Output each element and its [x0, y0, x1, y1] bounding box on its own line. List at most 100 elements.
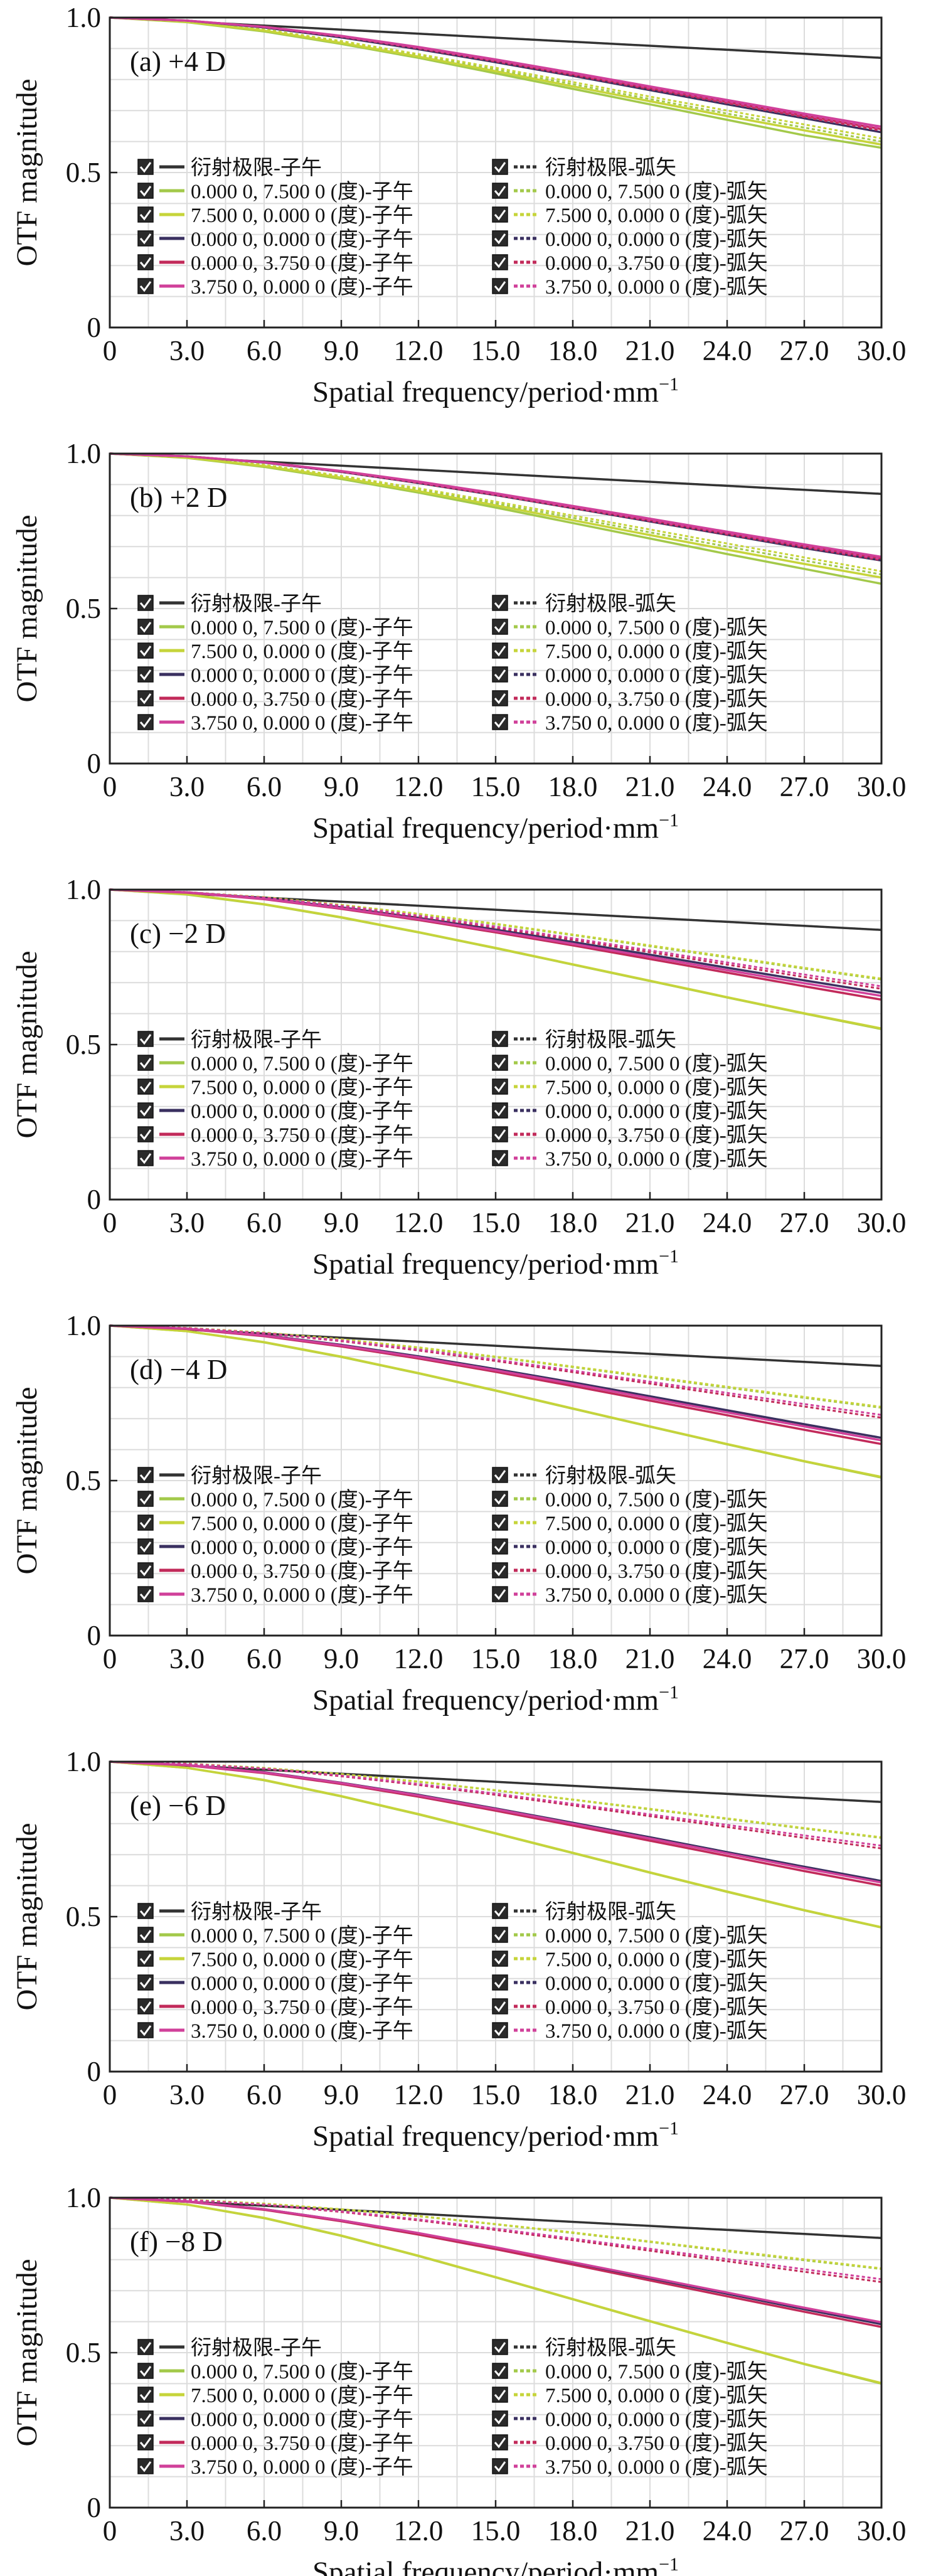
legend-item[interactable]: 0.000 0, 7.500 0 (度)-弧矢 — [492, 180, 768, 203]
legend-checkbox[interactable] — [492, 619, 508, 635]
legend-item[interactable]: 7.500 0, 0.000 0 (度)-子午 — [137, 1948, 413, 1971]
legend-checkbox[interactable] — [137, 206, 154, 223]
legend-item[interactable]: 7.500 0, 0.000 0 (度)-弧矢 — [492, 1512, 768, 1535]
legend-item[interactable]: 0.000 0, 0.000 0 (度)-子午 — [137, 664, 413, 687]
legend-checkbox[interactable] — [137, 1562, 154, 1578]
legend-checkbox[interactable] — [137, 254, 154, 270]
legend-checkbox[interactable] — [492, 1974, 508, 1991]
legend-item[interactable]: 3.750 0, 0.000 0 (度)-子午 — [137, 711, 413, 735]
legend-item[interactable]: 衍射极限-子午 — [137, 1900, 322, 1924]
legend-item[interactable]: 0.000 0, 7.500 0 (度)-子午 — [137, 1924, 413, 1947]
legend-checkbox[interactable] — [137, 1974, 154, 1991]
legend-checkbox[interactable] — [137, 230, 154, 247]
legend-item[interactable]: 7.500 0, 0.000 0 (度)-子午 — [137, 204, 413, 227]
legend-item[interactable]: 0.000 0, 0.000 0 (度)-子午 — [137, 1100, 413, 1123]
legend-item[interactable]: 衍射极限-弧矢 — [492, 1028, 676, 1051]
legend-checkbox[interactable] — [492, 2363, 508, 2379]
legend-checkbox[interactable] — [137, 1927, 154, 1943]
legend-checkbox[interactable] — [492, 1998, 508, 2014]
legend-item[interactable]: 0.000 0, 0.000 0 (度)-弧矢 — [492, 228, 768, 251]
legend-checkbox[interactable] — [492, 1951, 508, 1967]
legend-item[interactable]: 0.000 0, 3.750 0 (度)-弧矢 — [492, 1560, 768, 1583]
legend-checkbox[interactable] — [137, 1514, 154, 1531]
legend-checkbox[interactable] — [137, 1102, 154, 1119]
legend-item[interactable]: 0.000 0, 7.500 0 (度)-子午 — [137, 2360, 413, 2383]
legend-item[interactable]: 衍射极限-子午 — [137, 156, 322, 179]
legend-checkbox[interactable] — [137, 690, 154, 706]
legend-checkbox[interactable] — [137, 1903, 154, 1919]
legend-item[interactable]: 0.000 0, 3.750 0 (度)-子午 — [137, 252, 413, 275]
legend-item[interactable]: 3.750 0, 0.000 0 (度)-弧矢 — [492, 2456, 768, 2479]
legend-item[interactable]: 7.500 0, 0.000 0 (度)-弧矢 — [492, 2384, 768, 2407]
legend-item[interactable]: 3.750 0, 0.000 0 (度)-子午 — [137, 275, 413, 299]
legend-checkbox[interactable] — [137, 278, 154, 294]
legend-checkbox[interactable] — [137, 595, 154, 611]
legend-item[interactable]: 0.000 0, 7.500 0 (度)-弧矢 — [492, 2360, 768, 2383]
legend-item[interactable]: 0.000 0, 7.500 0 (度)-弧矢 — [492, 616, 768, 639]
legend-item[interactable]: 0.000 0, 7.500 0 (度)-弧矢 — [492, 1052, 768, 1075]
legend-item[interactable]: 0.000 0, 7.500 0 (度)-子午 — [137, 616, 413, 639]
legend-checkbox[interactable] — [492, 2387, 508, 2403]
legend-checkbox[interactable] — [492, 1562, 508, 1578]
legend-checkbox[interactable] — [137, 1586, 154, 1602]
legend-checkbox[interactable] — [492, 1514, 508, 1531]
legend-checkbox[interactable] — [137, 1491, 154, 1507]
legend-item[interactable]: 0.000 0, 0.000 0 (度)-弧矢 — [492, 1100, 768, 1123]
legend-checkbox[interactable] — [492, 2339, 508, 2355]
legend-item[interactable]: 3.750 0, 0.000 0 (度)-弧矢 — [492, 711, 768, 735]
legend-checkbox[interactable] — [492, 206, 508, 223]
legend-item[interactable]: 3.750 0, 0.000 0 (度)-子午 — [137, 1583, 413, 1607]
legend-item[interactable]: 0.000 0, 3.750 0 (度)-子午 — [137, 1560, 413, 1583]
legend-item[interactable]: 7.500 0, 0.000 0 (度)-子午 — [137, 1076, 413, 1099]
legend-checkbox[interactable] — [137, 2339, 154, 2355]
legend-item[interactable]: 7.500 0, 0.000 0 (度)-弧矢 — [492, 1948, 768, 1971]
legend-item[interactable]: 7.500 0, 0.000 0 (度)-子午 — [137, 2384, 413, 2407]
legend-checkbox[interactable] — [492, 714, 508, 730]
legend-checkbox[interactable] — [137, 1467, 154, 1483]
legend-item[interactable]: 衍射极限-子午 — [137, 592, 322, 615]
legend-checkbox[interactable] — [137, 642, 154, 659]
legend-checkbox[interactable] — [492, 595, 508, 611]
legend-checkbox[interactable] — [492, 1586, 508, 1602]
legend-checkbox[interactable] — [137, 1078, 154, 1095]
legend-item[interactable]: 0.000 0, 0.000 0 (度)-弧矢 — [492, 664, 768, 687]
legend-item[interactable]: 0.000 0, 7.500 0 (度)-子午 — [137, 180, 413, 203]
legend-checkbox[interactable] — [492, 1150, 508, 1166]
legend-item[interactable]: 0.000 0, 3.750 0 (度)-弧矢 — [492, 252, 768, 275]
legend-item[interactable]: 衍射极限-弧矢 — [492, 1464, 676, 1488]
legend-checkbox[interactable] — [137, 2363, 154, 2379]
legend-checkbox[interactable] — [492, 278, 508, 294]
legend-checkbox[interactable] — [137, 1150, 154, 1166]
legend-checkbox[interactable] — [492, 1927, 508, 1943]
legend-checkbox[interactable] — [137, 2022, 154, 2038]
legend-item[interactable]: 7.500 0, 0.000 0 (度)-子午 — [137, 640, 413, 663]
legend-item[interactable]: 衍射极限-弧矢 — [492, 592, 676, 615]
legend-item[interactable]: 3.750 0, 0.000 0 (度)-子午 — [137, 1147, 413, 1171]
legend-item[interactable]: 0.000 0, 0.000 0 (度)-弧矢 — [492, 1972, 768, 1995]
legend-checkbox[interactable] — [492, 230, 508, 247]
legend-checkbox[interactable] — [492, 1467, 508, 1483]
legend-checkbox[interactable] — [492, 2434, 508, 2451]
legend-item[interactable]: 0.000 0, 3.750 0 (度)-弧矢 — [492, 2432, 768, 2455]
legend-item[interactable]: 0.000 0, 3.750 0 (度)-弧矢 — [492, 688, 768, 711]
legend-item[interactable]: 0.000 0, 3.750 0 (度)-子午 — [137, 688, 413, 711]
legend-item[interactable]: 0.000 0, 7.500 0 (度)-子午 — [137, 1052, 413, 1075]
legend-item[interactable]: 0.000 0, 3.750 0 (度)-弧矢 — [492, 1124, 768, 1147]
legend-item[interactable]: 7.500 0, 0.000 0 (度)-子午 — [137, 1512, 413, 1535]
legend-item[interactable]: 衍射极限-弧矢 — [492, 2336, 676, 2360]
legend-checkbox[interactable] — [137, 1126, 154, 1142]
legend-checkbox[interactable] — [492, 2458, 508, 2474]
legend-checkbox[interactable] — [492, 1055, 508, 1071]
legend-checkbox[interactable] — [492, 642, 508, 659]
legend-checkbox[interactable] — [137, 666, 154, 683]
legend-item[interactable]: 3.750 0, 0.000 0 (度)-弧矢 — [492, 1583, 768, 1607]
legend-checkbox[interactable] — [137, 2410, 154, 2427]
legend-item[interactable]: 0.000 0, 0.000 0 (度)-弧矢 — [492, 2408, 768, 2431]
legend-item[interactable]: 0.000 0, 7.500 0 (度)-弧矢 — [492, 1488, 768, 1511]
legend-item[interactable]: 衍射极限-子午 — [137, 1028, 322, 1051]
legend-checkbox[interactable] — [137, 619, 154, 635]
legend-item[interactable]: 衍射极限-弧矢 — [492, 156, 676, 179]
legend-checkbox[interactable] — [492, 183, 508, 199]
legend-item[interactable]: 0.000 0, 3.750 0 (度)-子午 — [137, 1996, 413, 2019]
legend-checkbox[interactable] — [492, 666, 508, 683]
